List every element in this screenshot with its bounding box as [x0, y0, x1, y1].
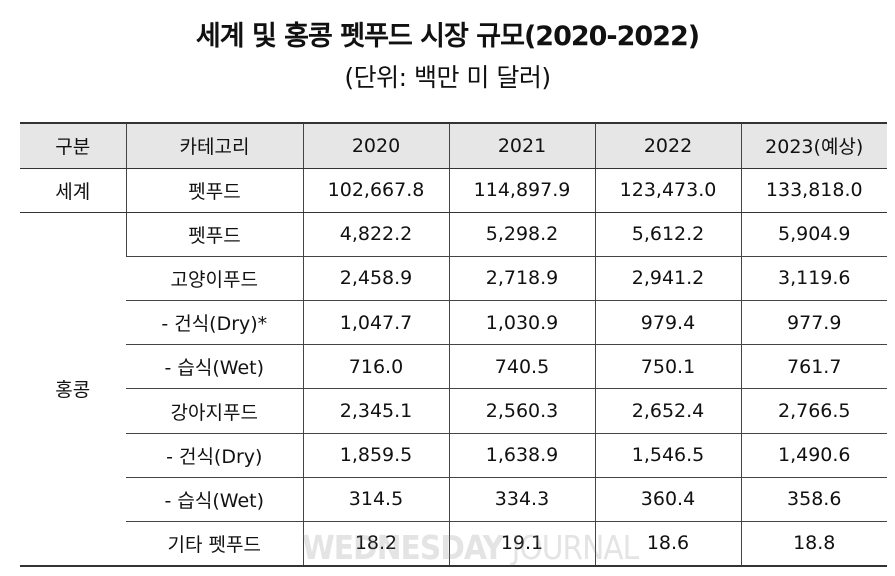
header-row: 구분 카테고리 2020 2021 2022 2023(예상)	[20, 122, 887, 169]
value-cell: 360.4	[594, 477, 741, 523]
table-row: - 습식(Wet) 314.5 334.3 360.4 358.6	[20, 477, 887, 523]
table-row: 기타 펫푸드 18.2 19.1 18.6 18.8	[20, 521, 887, 567]
value-cell: 123,473.0	[594, 168, 741, 213]
value-cell: 4,822.2	[302, 212, 449, 257]
value-cell: 750.1	[594, 344, 741, 390]
value-cell: 5,298.2	[448, 212, 595, 257]
value-cell: 114,897.9	[448, 168, 595, 213]
header-2020: 2020	[302, 122, 449, 169]
table-row: - 습식(Wet) 716.0 740.5 750.1 761.7	[20, 344, 887, 390]
header-2021: 2021	[448, 122, 595, 169]
value-cell: 334.3	[448, 477, 595, 523]
value-cell: 19.1	[448, 521, 595, 567]
pet-food-market-table: 구분 카테고리 2020 2021 2022 2023(예상) 세계 펫푸드 1…	[20, 122, 887, 567]
value-cell: 133,818.0	[740, 168, 887, 213]
table-row-world: 세계 펫푸드 102,667.8 114,897.9 123,473.0 133…	[20, 168, 887, 213]
header-2023-forecast: 2023(예상)	[740, 122, 887, 169]
value-cell: 5,904.9	[740, 212, 887, 257]
category-cell: 펫푸드	[125, 168, 303, 213]
value-cell: 2,560.3	[448, 388, 595, 434]
value-cell: 716.0	[302, 344, 449, 390]
category-cell: - 습식(Wet)	[126, 344, 303, 390]
table-row: 강아지푸드 2,345.1 2,560.3 2,652.4 2,766.5	[20, 388, 887, 434]
value-cell: 740.5	[448, 344, 595, 390]
value-cell: 18.6	[594, 521, 741, 567]
value-cell: 1,859.5	[302, 433, 449, 478]
value-cell: 5,612.2	[594, 212, 741, 257]
header-2022: 2022	[594, 122, 741, 169]
value-cell: 2,345.1	[302, 388, 449, 434]
value-cell: 3,119.6	[740, 256, 887, 302]
value-cell: 2,941.2	[594, 256, 741, 302]
value-cell: 2,652.4	[594, 388, 741, 434]
value-cell: 102,667.8	[302, 168, 449, 213]
value-cell: 1,490.6	[740, 433, 887, 478]
category-cell: 기타 펫푸드	[126, 521, 303, 567]
value-cell: 2,766.5	[740, 388, 887, 434]
value-cell: 979.4	[594, 300, 741, 346]
value-cell: 2,718.9	[448, 256, 595, 302]
value-cell: 358.6	[740, 477, 887, 523]
value-cell: 314.5	[302, 477, 449, 523]
table-row: - 건식(Dry)* 1,047.7 1,030.9 979.4 977.9	[20, 300, 887, 346]
header-category: 카테고리	[125, 122, 303, 169]
category-cell: - 건식(Dry)	[126, 433, 303, 478]
region-cell-hongkong: 홍콩	[20, 212, 126, 567]
category-cell: 펫푸드	[125, 212, 303, 257]
value-cell: 1,546.5	[594, 433, 741, 478]
value-cell: 1,047.7	[302, 300, 449, 346]
value-cell: 18.2	[302, 521, 449, 567]
value-cell: 1,030.9	[448, 300, 595, 346]
unit-subtitle: (단위: 백만 미 달러)	[344, 63, 551, 92]
value-cell: 2,458.9	[302, 256, 449, 302]
header-division: 구분	[20, 122, 126, 169]
page-title: 세계 및 홍콩 펫푸드 시장 규모(2020-2022)	[195, 21, 700, 52]
category-cell: 강아지푸드	[126, 388, 303, 434]
table-row: 고양이푸드 2,458.9 2,718.9 2,941.2 3,119.6	[20, 256, 887, 302]
value-cell: 977.9	[740, 300, 887, 346]
table-row: 홍콩 펫푸드 4,822.2 5,298.2 5,612.2 5,904.9	[20, 212, 887, 567]
category-cell: 고양이푸드	[126, 256, 303, 302]
table-row: - 건식(Dry) 1,859.5 1,638.9 1,546.5 1,490.…	[20, 433, 887, 478]
value-cell: 18.8	[740, 521, 887, 567]
category-cell: - 습식(Wet)	[126, 477, 303, 523]
region-cell-world: 세계	[20, 168, 126, 213]
value-cell: 1,638.9	[448, 433, 595, 478]
category-cell: - 건식(Dry)*	[126, 300, 303, 346]
value-cell: 761.7	[740, 344, 887, 390]
